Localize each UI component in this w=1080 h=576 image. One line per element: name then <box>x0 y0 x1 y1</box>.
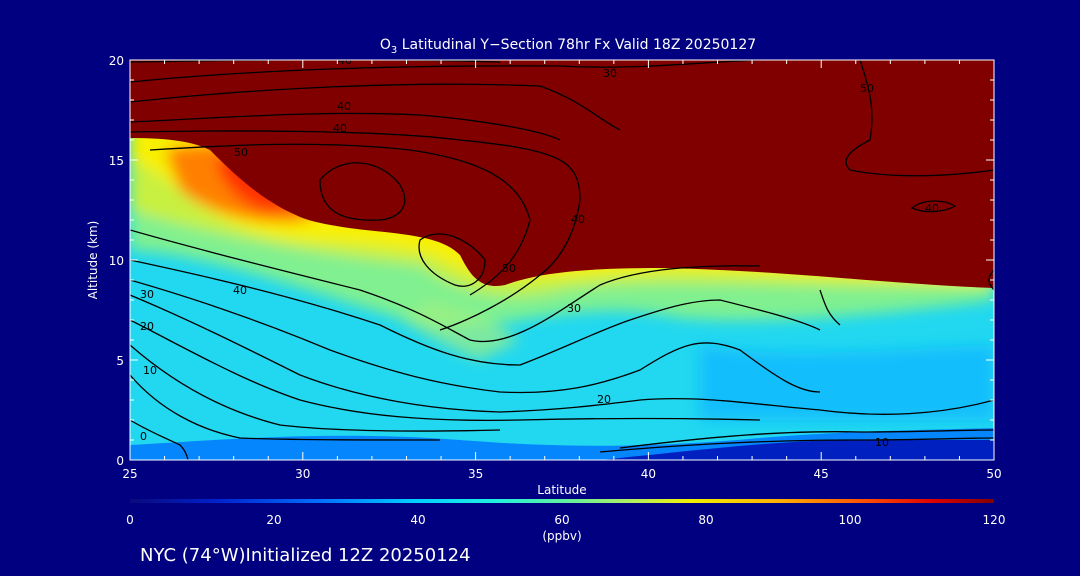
stratosphere-region <box>130 60 994 288</box>
contour-line <box>130 419 189 460</box>
stratosphere-tongue <box>300 146 400 213</box>
y-tick-label: 20 <box>109 54 124 68</box>
y-tick-label: 15 <box>109 154 124 168</box>
contour-line <box>418 233 486 287</box>
contour-line <box>130 294 994 415</box>
field-band-55 <box>400 300 520 360</box>
colorbar-tick-label: 100 <box>839 513 862 527</box>
x-axis: 25 30 35 40 45 50 <box>122 60 1002 481</box>
colorbar-tick-label: 120 <box>983 513 1006 527</box>
x-tick-label: 45 <box>814 467 829 481</box>
contour-label: 20 <box>597 393 611 406</box>
x-tick-label: 35 <box>468 467 483 481</box>
y-axis: 0 5 10 15 20 <box>109 54 994 468</box>
contour-line <box>130 344 501 432</box>
y-tick-label: 10 <box>109 254 124 268</box>
contour-line <box>130 60 761 83</box>
contour-line <box>819 289 841 326</box>
contour-line <box>619 429 994 449</box>
contour-line <box>149 143 531 296</box>
contour-label: 40 <box>337 100 351 113</box>
field-band-40 <box>700 345 994 420</box>
colorbar-ticks: 0 20 40 60 80 100 120 <box>126 513 1005 527</box>
contour-label: 10 <box>143 364 157 377</box>
contour-label-group: 40 30 40 50 40 40 50 50 40 30 40 30 20 1… <box>140 54 939 449</box>
contour-label: 0 <box>140 430 147 443</box>
contour-label: 30 <box>603 67 617 80</box>
contour-line <box>319 162 406 221</box>
contour-label: 20 <box>140 320 154 333</box>
contour-label: 40 <box>233 284 247 297</box>
x-tick-label: 30 <box>295 467 310 481</box>
surface-band-15 <box>600 440 994 460</box>
contour-label: 50 <box>502 262 516 275</box>
contour-line <box>845 60 994 177</box>
colorbar <box>130 499 994 503</box>
contour-line <box>910 200 957 213</box>
contour-line <box>130 130 581 331</box>
contour-label: 30 <box>567 302 581 315</box>
contour-label: 40 <box>338 54 352 67</box>
contour-line <box>599 437 994 453</box>
contour-line <box>130 319 761 422</box>
contour-line <box>130 60 501 63</box>
contour-line <box>130 229 761 343</box>
colorbar-tick-label: 0 <box>126 513 134 527</box>
contour-label: 30 <box>140 288 154 301</box>
contour-label: 40 <box>333 122 347 135</box>
contour-label: 50 <box>860 82 874 95</box>
chart-title: O3 Latitudinal Y−Section 78hr Fx Valid 1… <box>380 37 756 56</box>
contour-label: 10 <box>875 436 889 449</box>
contour-label: 40 <box>571 213 585 226</box>
y-axis-label: Altitude (km) <box>86 221 100 300</box>
x-tick-label: 40 <box>641 467 656 481</box>
contour-line <box>130 83 621 131</box>
contour-lines <box>130 60 994 460</box>
y-tick-label: 5 <box>116 354 124 368</box>
plot-area: 40 30 40 50 40 40 50 50 40 30 40 30 20 1… <box>130 54 994 460</box>
contour-line <box>130 259 821 366</box>
contour-label: 40 <box>925 202 939 215</box>
contour-label: 50 <box>234 146 248 159</box>
y-tick-label: 0 <box>116 454 124 468</box>
x-axis-label: Latitude <box>537 483 586 497</box>
contour-line <box>130 374 441 441</box>
x-tick-label: 50 <box>986 467 1001 481</box>
colorbar-tick-label: 60 <box>554 513 569 527</box>
contour-line <box>130 279 821 394</box>
contour-line <box>130 112 561 141</box>
colorbar-unit: (ppbv) <box>542 529 581 543</box>
colorbar-tick-label: 80 <box>698 513 713 527</box>
footer-location: NYC (74°W)Initialized 12Z 20250124 <box>140 545 471 566</box>
colorbar-tick-label: 40 <box>410 513 425 527</box>
colorbar-tick-label: 20 <box>266 513 281 527</box>
contour-line <box>988 269 994 291</box>
x-tick-label: 25 <box>122 467 137 481</box>
